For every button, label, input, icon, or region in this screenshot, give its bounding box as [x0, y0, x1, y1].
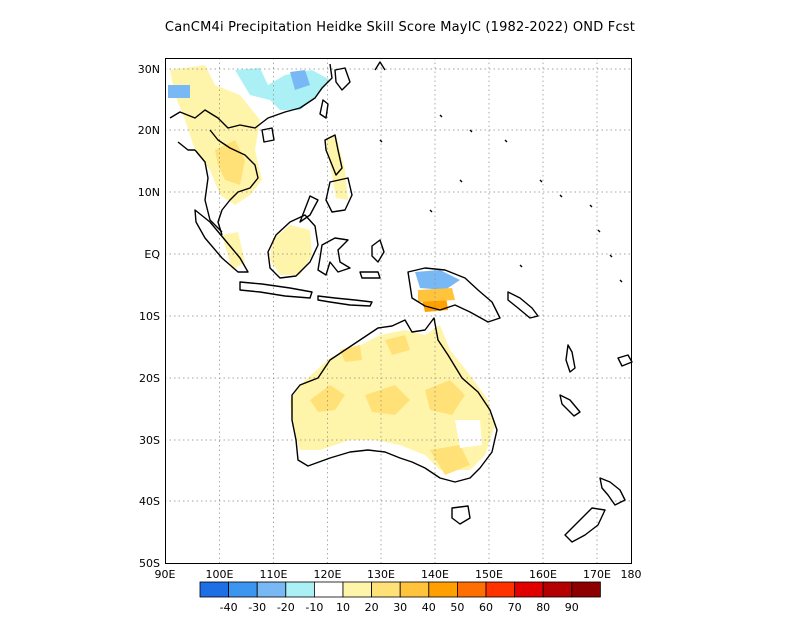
- lat-label: 50S: [139, 557, 160, 570]
- colorbar-label: -40: [220, 601, 238, 614]
- colorbar-label: 60: [479, 601, 493, 614]
- lat-label: 20N: [138, 124, 160, 137]
- colorbar: [199, 581, 601, 598]
- skill-shading: [168, 65, 495, 475]
- colorbar-label: -30: [248, 601, 266, 614]
- colorbar-label: 10: [336, 601, 350, 614]
- colorbar-swatch: [228, 581, 258, 598]
- lon-label: 170E: [583, 568, 611, 581]
- colorbar-label: 30: [393, 601, 407, 614]
- coastlines: [169, 61, 633, 543]
- lat-label: 30N: [138, 63, 160, 76]
- lat-label: EQ: [144, 248, 160, 261]
- colorbar-label: 80: [536, 601, 550, 614]
- colorbar-swatch: [514, 581, 544, 598]
- colorbar-swatch: [542, 581, 573, 598]
- graticule: [165, 58, 632, 563]
- lat-label: 10S: [139, 310, 160, 323]
- colorbar-swatch: [313, 581, 344, 598]
- lon-label: 150E: [475, 568, 503, 581]
- colorbar-swatch: [456, 581, 487, 598]
- lon-label: 140E: [421, 568, 449, 581]
- lon-label: 100E: [206, 568, 234, 581]
- lat-label: 30S: [139, 434, 160, 447]
- lat-label: 20S: [139, 372, 160, 385]
- colorbar-swatch: [485, 581, 516, 598]
- lat-label: 10N: [138, 186, 160, 199]
- colorbar-swatch: [199, 581, 230, 598]
- map-frame: [165, 58, 632, 564]
- colorbar-swatch: [428, 581, 458, 598]
- lat-labels: 30N 20N 10N EQ 10S 20S 30S 40S 50S: [138, 63, 161, 570]
- colorbar-label: -10: [305, 601, 323, 614]
- colorbar-label: 40: [422, 601, 436, 614]
- map-title: CanCM4i Precipitation Heidke Skill Score…: [164, 20, 636, 35]
- lon-label: 180: [621, 568, 642, 581]
- colorbar-swatch: [256, 581, 287, 598]
- lon-label: 90E: [155, 568, 176, 581]
- lon-label: 120E: [314, 568, 342, 581]
- lat-label: 40S: [139, 495, 160, 508]
- colorbar-label: -20: [277, 601, 295, 614]
- colorbar-labels: -40 -30 -20 -10 10 20 30 40 50 60 70 80 90: [220, 601, 579, 614]
- colorbar-label: 70: [508, 601, 522, 614]
- colorbar-swatch: [399, 581, 430, 598]
- lon-label: 130E: [367, 568, 395, 581]
- colorbar-label: 50: [450, 601, 464, 614]
- lon-label: 160E: [529, 568, 557, 581]
- colorbar-swatch: [342, 581, 373, 598]
- colorbar-label: 20: [365, 601, 379, 614]
- colorbar-swatch: [285, 581, 315, 598]
- colorbar-label: 90: [565, 601, 579, 614]
- lon-labels: 90E 100E 110E 120E 130E 140E 150E 160E 1…: [155, 568, 642, 581]
- colorbar-swatch: [371, 581, 401, 598]
- colorbar-swatch: [571, 581, 601, 598]
- lon-label: 110E: [260, 568, 288, 581]
